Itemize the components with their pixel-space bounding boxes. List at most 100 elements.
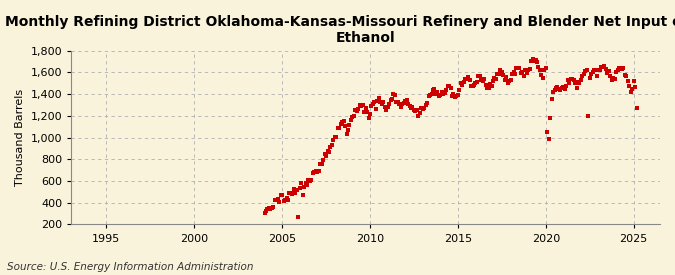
Point: [278, 199, 289, 204]
Point: [318, 158, 329, 162]
Point: [378, 100, 389, 105]
Point: [476, 78, 487, 82]
Point: [549, 88, 560, 92]
Point: [443, 84, 454, 88]
Point: [606, 78, 617, 82]
Point: [382, 104, 393, 109]
Point: [526, 59, 537, 64]
Point: [296, 181, 306, 186]
Point: [267, 205, 277, 210]
Point: [323, 150, 334, 154]
Point: [344, 123, 355, 127]
Point: [576, 78, 587, 83]
Point: [259, 211, 270, 216]
Point: [547, 90, 558, 94]
Point: [597, 65, 608, 70]
Point: [487, 79, 498, 84]
Point: [294, 186, 305, 190]
Point: [281, 196, 292, 200]
Point: [482, 86, 493, 90]
Point: [496, 70, 507, 74]
Point: [358, 110, 369, 114]
Point: [435, 92, 446, 97]
Point: [277, 192, 288, 197]
Point: [302, 183, 313, 187]
Point: [492, 71, 503, 76]
Point: [463, 75, 474, 79]
Point: [335, 122, 346, 127]
Point: [321, 154, 331, 158]
Point: [605, 74, 616, 79]
Point: [391, 100, 402, 105]
Point: [306, 178, 317, 182]
Point: [425, 92, 435, 97]
Point: [603, 69, 614, 74]
Point: [410, 109, 421, 113]
Point: [375, 100, 385, 104]
Point: [541, 66, 551, 70]
Point: [300, 181, 311, 185]
Point: [595, 68, 605, 72]
Point: [585, 75, 595, 80]
Point: [317, 162, 327, 166]
Point: [622, 78, 633, 83]
Point: [357, 102, 368, 107]
Point: [591, 73, 602, 78]
Point: [371, 107, 381, 111]
Point: [363, 116, 374, 120]
Point: [527, 57, 538, 62]
Point: [529, 59, 539, 64]
Point: [568, 78, 579, 82]
Point: [414, 110, 425, 115]
Point: [491, 77, 502, 81]
Point: [518, 73, 529, 78]
Point: [362, 110, 373, 115]
Point: [413, 114, 424, 118]
Point: [426, 92, 437, 96]
Point: [522, 67, 533, 72]
Point: [571, 86, 582, 90]
Point: [543, 137, 554, 141]
Point: [477, 79, 488, 83]
Point: [512, 66, 523, 70]
Point: [460, 76, 470, 81]
Point: [315, 162, 325, 166]
Point: [385, 97, 396, 102]
Point: [422, 101, 433, 106]
Point: [356, 104, 367, 108]
Point: [379, 104, 390, 109]
Point: [450, 95, 460, 100]
Point: [481, 83, 491, 88]
Point: [616, 67, 627, 72]
Point: [473, 74, 484, 79]
Point: [470, 81, 481, 85]
Point: [532, 60, 543, 64]
Point: [558, 85, 569, 90]
Point: [530, 58, 541, 62]
Point: [498, 73, 509, 77]
Point: [510, 72, 520, 76]
Point: [508, 70, 519, 74]
Point: [334, 126, 345, 130]
Point: [433, 94, 444, 99]
Point: [427, 88, 438, 92]
Point: [290, 191, 300, 195]
Point: [577, 73, 588, 78]
Point: [327, 143, 338, 147]
Point: [627, 87, 638, 91]
Point: [524, 67, 535, 71]
Point: [347, 115, 358, 119]
Point: [352, 109, 362, 113]
Point: [377, 102, 387, 106]
Point: [383, 102, 394, 107]
Point: [574, 81, 585, 86]
Point: [495, 68, 506, 72]
Point: [618, 66, 629, 70]
Point: [586, 72, 597, 76]
Point: [329, 134, 340, 139]
Point: [631, 105, 642, 110]
Point: [468, 83, 479, 87]
Point: [310, 169, 321, 173]
Point: [403, 102, 414, 106]
Point: [381, 108, 392, 113]
